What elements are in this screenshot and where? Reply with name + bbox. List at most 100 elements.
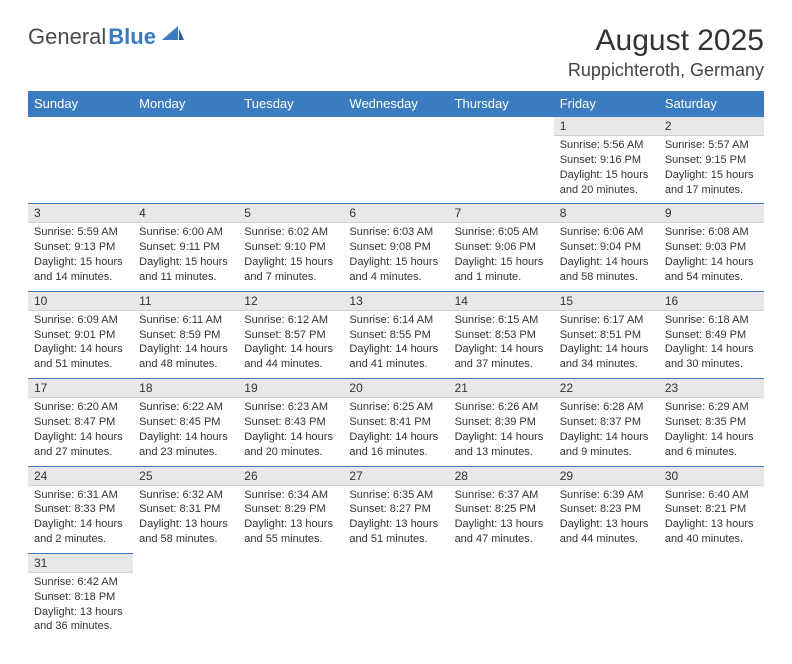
day-detail-cell: Sunrise: 6:20 AMSunset: 8:47 PMDaylight:… [28,398,133,466]
column-header: Monday [133,91,238,117]
day-detail-cell: Sunrise: 6:40 AMSunset: 8:21 PMDaylight:… [659,485,764,553]
detail-line: Sunrise: 5:59 AM [34,225,127,240]
day-detail-cell: Sunrise: 6:32 AMSunset: 8:31 PMDaylight:… [133,485,238,553]
day-detail-cell: Sunrise: 6:22 AMSunset: 8:45 PMDaylight:… [133,398,238,466]
detail-line: and 44 minutes. [244,357,337,372]
day-detail-cell: Sunrise: 6:37 AMSunset: 8:25 PMDaylight:… [449,485,554,553]
day-number-cell: 24 [28,466,133,485]
day-detail-cell: Sunrise: 6:26 AMSunset: 8:39 PMDaylight:… [449,398,554,466]
day-number-cell [28,117,133,136]
daynum-row: 24252627282930 [28,466,764,485]
detail-row: Sunrise: 5:59 AMSunset: 9:13 PMDaylight:… [28,223,764,291]
detail-line: and 7 minutes. [244,270,337,285]
day-detail-cell [343,572,448,640]
detail-row: Sunrise: 6:42 AMSunset: 8:18 PMDaylight:… [28,572,764,640]
day-number-cell [238,117,343,136]
detail-line: Daylight: 14 hours [349,342,442,357]
detail-line: Sunrise: 6:09 AM [34,313,127,328]
detail-row: Sunrise: 6:09 AMSunset: 9:01 PMDaylight:… [28,310,764,378]
detail-line: and 41 minutes. [349,357,442,372]
calendar-header-row: SundayMondayTuesdayWednesdayThursdayFrid… [28,91,764,117]
detail-line: Sunrise: 6:20 AM [34,400,127,415]
detail-line: Sunrise: 6:29 AM [665,400,758,415]
detail-line: Sunrise: 6:31 AM [34,488,127,503]
day-number-cell: 4 [133,204,238,223]
detail-line: and 58 minutes. [139,532,232,547]
day-detail-cell [28,136,133,204]
day-detail-cell: Sunrise: 6:39 AMSunset: 8:23 PMDaylight:… [554,485,659,553]
day-detail-cell: Sunrise: 6:25 AMSunset: 8:41 PMDaylight:… [343,398,448,466]
day-detail-cell: Sunrise: 6:11 AMSunset: 8:59 PMDaylight:… [133,310,238,378]
detail-line: Daylight: 13 hours [455,517,548,532]
detail-line: and 37 minutes. [455,357,548,372]
logo-text-2: Blue [108,24,156,50]
day-detail-cell: Sunrise: 5:59 AMSunset: 9:13 PMDaylight:… [28,223,133,291]
day-number-cell: 15 [554,291,659,310]
detail-line: Sunrise: 6:34 AM [244,488,337,503]
detail-line: and 36 minutes. [34,619,127,634]
title-block: August 2025 Ruppichteroth, Germany [568,24,764,81]
detail-line: Sunset: 9:06 PM [455,240,548,255]
day-number-cell: 3 [28,204,133,223]
detail-line: Sunset: 8:51 PM [560,328,653,343]
day-number-cell: 14 [449,291,554,310]
day-detail-cell [449,136,554,204]
detail-line: Sunrise: 6:37 AM [455,488,548,503]
detail-line: Daylight: 14 hours [139,342,232,357]
detail-line: Sunrise: 6:11 AM [139,313,232,328]
day-detail-cell [554,572,659,640]
day-number-cell: 28 [449,466,554,485]
detail-line: Sunset: 8:43 PM [244,415,337,430]
detail-line: Sunset: 8:35 PM [665,415,758,430]
day-number-cell: 9 [659,204,764,223]
day-detail-cell: Sunrise: 5:57 AMSunset: 9:15 PMDaylight:… [659,136,764,204]
calendar-body: 12 Sunrise: 5:56 AMSunset: 9:16 PMDayligh… [28,117,764,641]
day-detail-cell: Sunrise: 6:03 AMSunset: 9:08 PMDaylight:… [343,223,448,291]
day-number-cell: 27 [343,466,448,485]
day-detail-cell: Sunrise: 6:02 AMSunset: 9:10 PMDaylight:… [238,223,343,291]
day-detail-cell: Sunrise: 6:35 AMSunset: 8:27 PMDaylight:… [343,485,448,553]
detail-line: Sunset: 8:18 PM [34,590,127,605]
detail-line: and 16 minutes. [349,445,442,460]
detail-line: Sunrise: 6:23 AM [244,400,337,415]
day-detail-cell [659,572,764,640]
detail-line: Sunrise: 6:40 AM [665,488,758,503]
daynum-row: 10111213141516 [28,291,764,310]
day-detail-cell: Sunrise: 6:12 AMSunset: 8:57 PMDaylight:… [238,310,343,378]
day-number-cell: 1 [554,117,659,136]
detail-line: Sunrise: 6:25 AM [349,400,442,415]
day-detail-cell [238,136,343,204]
detail-line: Daylight: 14 hours [560,430,653,445]
detail-line: and 14 minutes. [34,270,127,285]
detail-line: and 20 minutes. [560,183,653,198]
day-number-cell [133,117,238,136]
day-detail-cell: Sunrise: 6:42 AMSunset: 8:18 PMDaylight:… [28,572,133,640]
detail-line: and 17 minutes. [665,183,758,198]
day-number-cell [449,117,554,136]
day-detail-cell: Sunrise: 6:18 AMSunset: 8:49 PMDaylight:… [659,310,764,378]
detail-line: and 51 minutes. [349,532,442,547]
detail-line: Sunset: 8:53 PM [455,328,548,343]
detail-line: Sunset: 8:21 PM [665,502,758,517]
day-number-cell: 22 [554,379,659,398]
day-detail-cell: Sunrise: 6:23 AMSunset: 8:43 PMDaylight:… [238,398,343,466]
detail-line: and 47 minutes. [455,532,548,547]
detail-line: and 40 minutes. [665,532,758,547]
detail-line: Sunset: 8:47 PM [34,415,127,430]
day-number-cell [343,117,448,136]
detail-row: Sunrise: 6:20 AMSunset: 8:47 PM Daylight:… [28,398,764,466]
detail-line: Sunrise: 6:05 AM [455,225,548,240]
calendar-table: SundayMondayTuesdayWednesdayThursdayFrid… [28,91,764,640]
detail-line: Sunset: 8:31 PM [139,502,232,517]
detail-line: Sunrise: 6:02 AM [244,225,337,240]
calendar-page: GeneralBlue August 2025 Ruppichteroth, G… [0,0,792,664]
day-number-cell: 12 [238,291,343,310]
detail-line: Sunset: 9:16 PM [560,153,653,168]
day-number-cell: 30 [659,466,764,485]
detail-line: Daylight: 14 hours [455,430,548,445]
detail-line: Sunset: 9:04 PM [560,240,653,255]
detail-line: Sunset: 8:29 PM [244,502,337,517]
detail-line: Sunrise: 6:03 AM [349,225,442,240]
detail-row: Sunrise: 5:56 AMSunset: 9:16 PMDaylight:… [28,136,764,204]
detail-line: Daylight: 15 hours [34,255,127,270]
